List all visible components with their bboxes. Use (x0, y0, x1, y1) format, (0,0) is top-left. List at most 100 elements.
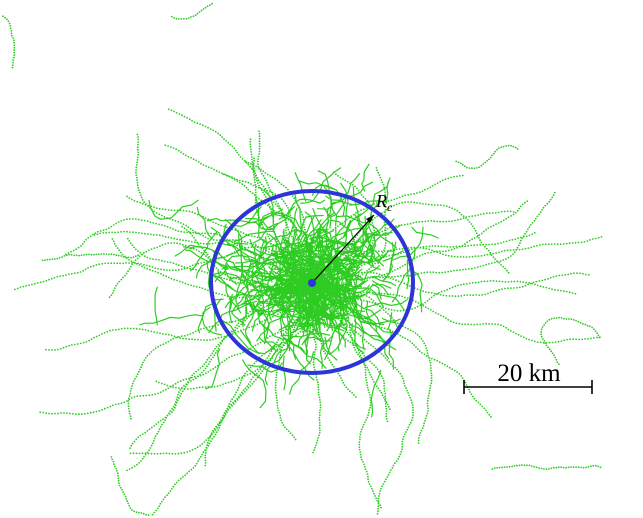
network-node (257, 214, 260, 217)
network-node (442, 315, 445, 318)
network-node (384, 191, 387, 194)
network-node (101, 408, 104, 411)
network-node (209, 219, 212, 222)
network-node (277, 409, 280, 412)
network-node (355, 344, 358, 347)
network-node (525, 337, 528, 340)
network-node (335, 290, 338, 292)
network-node (422, 290, 424, 292)
network-node (357, 210, 360, 213)
network-node (412, 221, 415, 224)
network-node (111, 231, 113, 234)
network-node (355, 263, 358, 265)
network-node (249, 384, 252, 387)
network-node (132, 452, 135, 455)
network-node (384, 405, 387, 408)
network-node (233, 178, 236, 181)
network-node (206, 365, 208, 368)
network-node (151, 513, 154, 516)
network-node (241, 392, 244, 395)
network-node (249, 143, 252, 146)
network-node (337, 310, 340, 312)
network-node (306, 241, 309, 244)
network-node (544, 278, 546, 281)
network-node (337, 175, 339, 177)
network-node (383, 293, 386, 295)
network-node (369, 394, 371, 396)
network-node (571, 242, 574, 244)
network-node (181, 386, 183, 389)
network-node (453, 255, 456, 258)
network-node (296, 266, 299, 269)
network-node (130, 444, 133, 447)
network-node (254, 285, 257, 287)
network-node (500, 324, 502, 327)
network-node (224, 294, 226, 297)
network-node (127, 397, 130, 400)
network-node (213, 232, 216, 235)
network-node (146, 430, 149, 432)
network-node (261, 370, 264, 373)
network-node (502, 145, 505, 148)
network-node (371, 291, 374, 294)
network-node (556, 243, 559, 246)
network-node (392, 293, 395, 296)
network-node (372, 237, 375, 239)
network-route (126, 195, 313, 282)
network-node (302, 223, 305, 226)
network-node (488, 158, 490, 161)
network-node (225, 140, 227, 142)
network-node (360, 209, 362, 212)
network-node (417, 302, 420, 304)
network-node (238, 377, 241, 380)
network-node (377, 387, 380, 390)
network-node (207, 237, 210, 240)
network-node (328, 272, 331, 275)
network-node (300, 258, 302, 261)
network-node (163, 260, 166, 263)
network-node (115, 222, 117, 225)
network-node (370, 344, 372, 346)
network-node (202, 8, 205, 10)
network-node (162, 421, 165, 424)
network-node (378, 273, 381, 276)
network-node (599, 466, 602, 469)
network-node (211, 2, 213, 5)
network-node (307, 312, 310, 314)
network-node (122, 262, 124, 265)
network-node (367, 342, 370, 345)
network-node (193, 372, 196, 375)
network-node (528, 226, 531, 229)
network-node (495, 252, 497, 254)
network-node (68, 253, 70, 256)
network-node (346, 279, 349, 282)
network-node (284, 426, 286, 429)
network-node (120, 402, 123, 404)
network-node (515, 332, 517, 335)
network-node (468, 268, 470, 270)
network-node (87, 237, 90, 239)
network-node (274, 233, 277, 236)
network-node (405, 274, 408, 277)
network-node (371, 250, 374, 253)
network-node (525, 230, 528, 233)
network-node (196, 241, 199, 244)
network-node (258, 216, 261, 219)
network-node (235, 378, 238, 381)
network-node (366, 199, 369, 202)
network-node (171, 452, 174, 455)
network-node (203, 253, 205, 256)
network-node (287, 251, 290, 254)
network-node (246, 241, 249, 244)
network-node (317, 383, 320, 386)
network-node (495, 223, 497, 226)
network-node (460, 375, 463, 377)
network-node (293, 229, 296, 232)
network-node (277, 364, 280, 366)
network-node (399, 453, 402, 456)
network-node (135, 171, 137, 174)
network-node (315, 376, 318, 379)
network-node (359, 438, 361, 441)
network-node (422, 245, 425, 248)
network-node (160, 382, 163, 385)
